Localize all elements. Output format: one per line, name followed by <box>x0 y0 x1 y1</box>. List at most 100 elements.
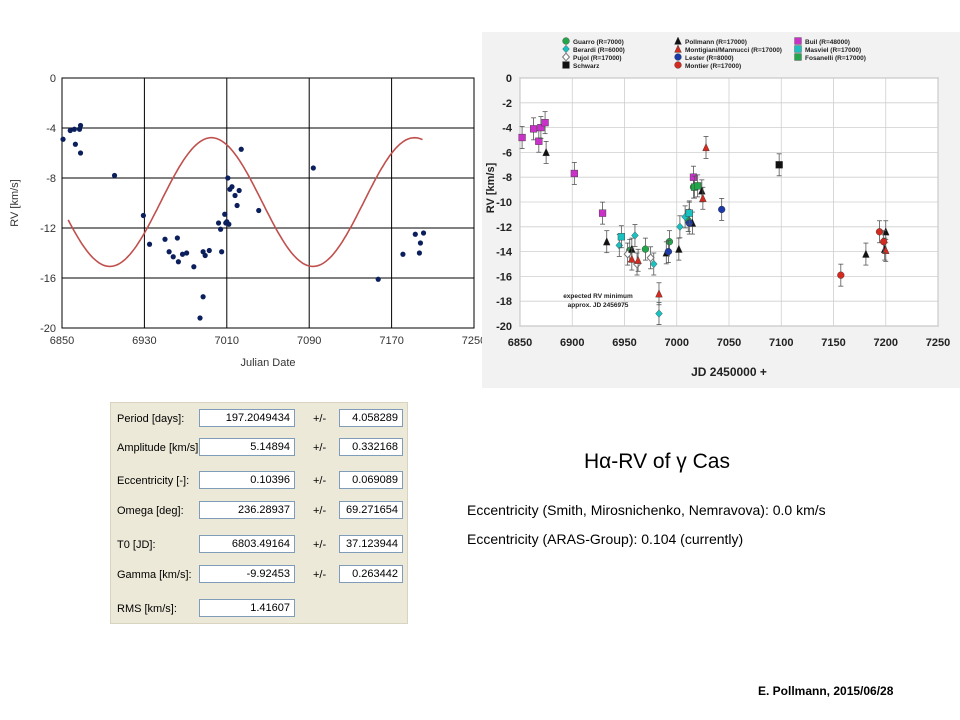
param-label: Gamma [km/s]: <box>117 569 192 581</box>
data-point <box>674 44 682 53</box>
param-row: Amplitude [km/s]: 5.14894 +/- 0.332168 <box>111 438 407 458</box>
data-point <box>206 247 212 254</box>
data-point <box>236 187 242 194</box>
data-point <box>694 182 702 190</box>
data-point <box>215 220 222 226</box>
data-point <box>562 37 570 45</box>
data-point <box>140 212 146 219</box>
data-point <box>537 123 545 132</box>
x-tick-label: 7200 <box>874 337 898 349</box>
plus-minus-label: +/- <box>313 475 327 487</box>
data-point <box>685 209 693 217</box>
legend-entry: Guarro (R=7000) <box>573 39 624 46</box>
x-tick-label: 6850 <box>50 335 74 347</box>
rv-compilation-svg: 6850 6900 6950 7000 7050 7100 7150 7200 7250 0 -2 -… <box>482 32 960 388</box>
plus-minus-label: +/- <box>313 539 327 551</box>
data-point <box>862 249 870 258</box>
data-point <box>603 237 611 246</box>
y-tick-label: -6 <box>502 147 512 159</box>
data-point <box>699 193 707 202</box>
legend-entry: Pujol (R=17000) <box>573 55 622 62</box>
param-row: RMS [km/s]: 1.41607 <box>111 599 407 619</box>
legend-entry: Fosanelli (R=17000) <box>805 55 866 62</box>
data-point <box>641 245 650 253</box>
param-error-field: 69.271654 <box>339 501 403 519</box>
param-error-field: 0.263442 <box>339 565 403 583</box>
annotation-text: expected RV minimum <box>563 293 633 300</box>
data-point <box>72 141 78 147</box>
param-row: Omega [deg]: 236.28937 +/- 69.271654 <box>111 501 407 521</box>
param-value-field: 1.41607 <box>199 599 295 617</box>
x-tick-label: 7090 <box>297 335 321 347</box>
data-point <box>518 133 526 142</box>
param-row: Period [days]: 197.2049434 +/- 4.058289 <box>111 409 407 429</box>
data-point <box>675 244 683 253</box>
data-point <box>628 254 636 263</box>
param-label: T0 [JD]: <box>117 539 156 551</box>
data-point <box>646 253 655 263</box>
legend-entry: Montigiani/Mannucci (R=17000) <box>685 47 782 54</box>
x-tick-label: 7150 <box>821 337 845 349</box>
data-point <box>542 147 550 157</box>
data-point <box>238 146 244 152</box>
data-point <box>698 186 706 195</box>
data-point <box>222 211 228 217</box>
data-point <box>229 184 235 190</box>
x-tick-label: 7170 <box>379 335 403 347</box>
data-point <box>623 249 632 259</box>
data-point <box>880 238 888 246</box>
x-tick-label: 6950 <box>612 337 636 349</box>
plus-minus-label: +/- <box>313 505 327 517</box>
y-tick-label: -4 <box>502 123 513 135</box>
data-point <box>655 289 663 298</box>
data-point <box>655 309 663 318</box>
legend-entry: Berardi (R=6000) <box>573 47 625 54</box>
data-point <box>634 255 642 264</box>
data-point <box>77 122 84 129</box>
y-tick-label: -8 <box>502 172 512 184</box>
x-tick-label: 7050 <box>717 337 741 349</box>
x-tick-label: 6930 <box>132 335 156 347</box>
data-point <box>676 222 684 231</box>
data-point <box>175 259 181 265</box>
param-value-field: 0.10396 <box>199 471 295 489</box>
fit-curve <box>67 136 423 268</box>
x-tick-label: 7010 <box>215 335 239 347</box>
data-point <box>674 61 682 69</box>
param-value-field: 6803.49164 <box>199 535 295 553</box>
data-point <box>218 226 224 232</box>
data-point <box>529 125 538 133</box>
data-point <box>400 251 406 257</box>
data-point <box>232 192 238 199</box>
data-point <box>219 249 225 255</box>
data-point <box>718 205 726 214</box>
rv-compilation-chart: 6850 6900 6950 7000 7050 7100 7150 7200 7250 0 -2 -… <box>482 32 960 388</box>
data-point <box>689 173 698 181</box>
param-label: Amplitude [km/s]: <box>117 442 202 454</box>
y-tick-label: 0 <box>506 73 512 85</box>
plus-minus-label: +/- <box>313 442 327 454</box>
x-tick-label: 7000 <box>665 337 689 349</box>
y-tick-label: -12 <box>40 223 56 235</box>
author-credit: E. Pollmann, 2015/06/28 <box>758 684 894 698</box>
rv-fit-svg: 6850 6930 7010 7090 7170 7250 0 -4 -8 -12 -16 -20 Ju… <box>9 73 486 369</box>
data-point <box>179 251 186 257</box>
data-point <box>174 235 180 241</box>
x-tick-label: 7250 <box>926 337 950 349</box>
param-error-field: 4.058289 <box>339 409 403 427</box>
data-point <box>794 53 802 61</box>
data-point <box>67 127 73 134</box>
plus-minus-label: +/- <box>313 413 327 425</box>
x-tick-label: 6850 <box>508 337 532 349</box>
data-point <box>162 236 168 242</box>
data-point <box>310 165 316 171</box>
data-point <box>146 241 153 247</box>
param-label: Omega [deg]: <box>117 505 184 517</box>
y-tick-label: -4 <box>46 123 56 135</box>
data-point <box>794 45 802 53</box>
data-point <box>794 37 802 45</box>
param-value-field: 5.14894 <box>199 438 295 456</box>
data-point <box>875 228 884 236</box>
y-tick-label: -16 <box>496 271 512 283</box>
param-row: Eccentricity [-]: 0.10396 +/- 0.069089 <box>111 471 407 491</box>
